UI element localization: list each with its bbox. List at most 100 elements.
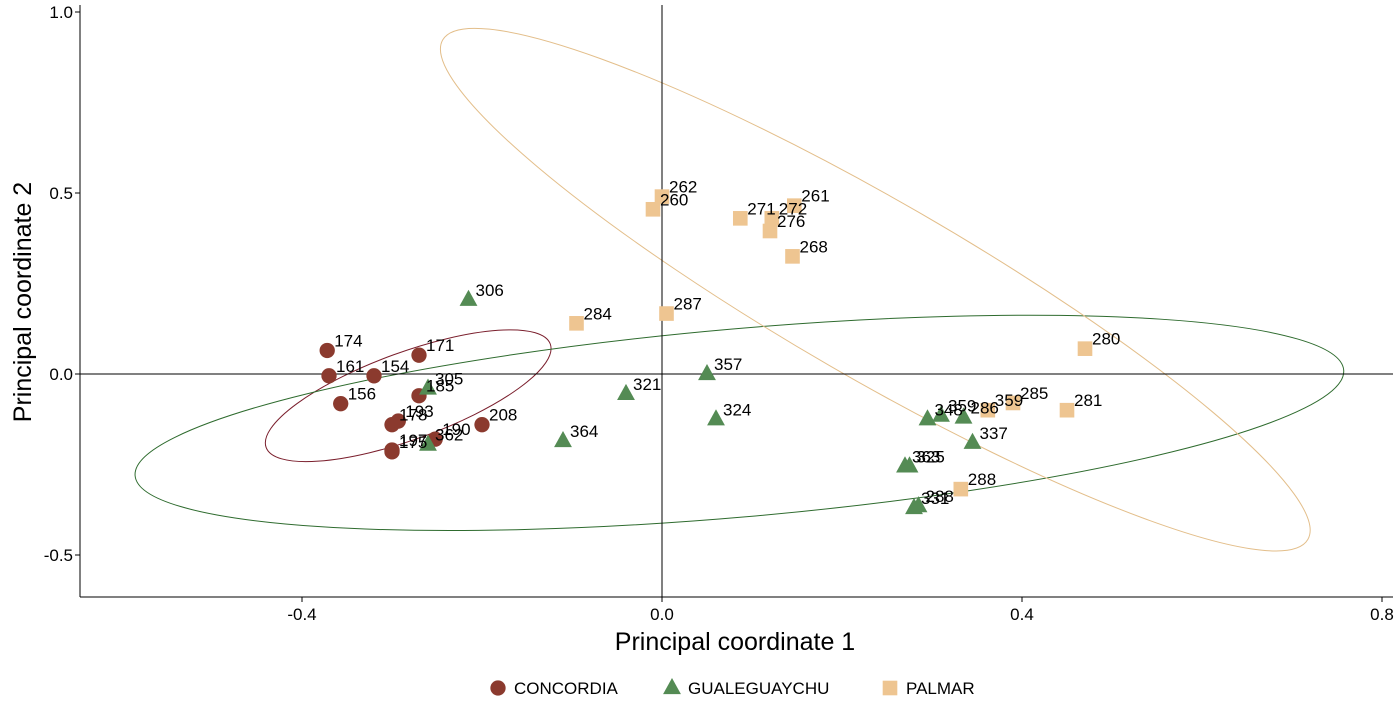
ellipse-gualeguaychu <box>134 314 1345 532</box>
point-palmar <box>980 402 996 418</box>
point-concordia <box>333 396 349 412</box>
point-label: 286 <box>971 398 999 417</box>
point-label: 154 <box>381 357 409 376</box>
point-label: 364 <box>570 422 598 441</box>
point-label: 260 <box>660 190 688 209</box>
point-label: 178 <box>399 406 427 425</box>
point-label: 305 <box>435 369 463 388</box>
point-label: 190 <box>442 420 470 439</box>
x-tick-label: 0.0 <box>650 605 674 624</box>
point-gualeguaychu <box>918 409 937 426</box>
point-palmar <box>645 201 661 217</box>
point-label: 197 <box>399 431 427 450</box>
point-palmar <box>732 211 748 226</box>
point-label: 348 <box>935 400 963 419</box>
point-label: 321 <box>633 375 661 394</box>
legend-label-concordia: CONCORDIA <box>514 679 619 698</box>
legend-label-palmar: PALMAR <box>906 679 975 698</box>
point-gualeguaychu <box>932 405 950 422</box>
axes: -0.4 0.0 0.4 0.8 -0.5 0.0 0.5 1.0 <box>44 3 1394 624</box>
point-palmar <box>764 211 780 226</box>
point-gualeguaychu <box>963 432 982 449</box>
point-label: 174 <box>334 331 362 350</box>
point-palmar <box>654 189 670 204</box>
point-palmar <box>1077 341 1093 356</box>
point-palmar <box>659 306 674 321</box>
point-label: 287 <box>674 295 702 314</box>
point-concordia <box>390 413 406 429</box>
point-label: 281 <box>1074 391 1102 410</box>
x-tick-label: 0.8 <box>1370 605 1394 624</box>
y-tick-label: 0.5 <box>49 184 73 203</box>
y-tick-label: 1.0 <box>49 3 73 22</box>
point-label: 285 <box>1020 384 1048 403</box>
point-label: 271 <box>747 199 775 218</box>
point-gualeguaychu <box>698 363 716 381</box>
point-palmar <box>1005 395 1021 411</box>
point-label: 359 <box>948 397 976 416</box>
legend-key-concordia <box>490 680 506 696</box>
point-label: 272 <box>779 199 807 218</box>
point-label: 262 <box>669 178 697 197</box>
legend-key-gualeguaychu <box>663 677 681 695</box>
point-label: 268 <box>800 237 828 256</box>
legend: CONCORDIA GUALEGUAYCHU PALMAR <box>490 677 975 698</box>
point-label: 306 <box>476 281 504 300</box>
point-label: 363 <box>912 447 940 466</box>
point-palmar <box>786 198 802 213</box>
point-palmar <box>569 316 584 331</box>
point-palmar <box>953 481 969 497</box>
point-label: 276 <box>777 212 805 231</box>
y-tick-label: 0.0 <box>49 365 73 384</box>
point-label: 193 <box>405 402 433 421</box>
y-axis-title: Principal coordinate 2 <box>9 182 37 422</box>
point-palmar <box>762 223 778 239</box>
point-gualeguaychu <box>896 456 914 473</box>
point-gualeguaychu <box>954 407 973 424</box>
point-gualeguaychu <box>707 409 725 426</box>
point-gualeguaychu <box>459 289 478 306</box>
point-label: 175 <box>399 433 427 452</box>
ellipse-palmar <box>439 27 1311 552</box>
legend-key-palmar <box>882 680 898 696</box>
point-gualeguaychu <box>554 430 572 448</box>
point-label: 288 <box>926 487 954 506</box>
point-palmar <box>1059 402 1075 418</box>
x-tick-label: 0.4 <box>1010 605 1034 624</box>
point-gualeguaychu <box>419 378 437 395</box>
data-points <box>319 189 1093 515</box>
point-label: 288 <box>968 470 996 489</box>
point-label: 325 <box>917 447 945 466</box>
point-label: 284 <box>584 304 612 323</box>
legend-label-gualeguaychu: GUALEGUAYCHU <box>688 679 829 698</box>
point-label: 261 <box>801 187 829 206</box>
point-gualeguaychu <box>905 497 923 515</box>
confidence-ellipses <box>134 27 1345 552</box>
point-label: 357 <box>714 355 742 374</box>
point-label: 171 <box>426 336 454 355</box>
point-label: 324 <box>723 400 751 419</box>
ellipse-concordia <box>264 329 552 463</box>
point-label: 208 <box>489 406 517 425</box>
point-label: 337 <box>980 424 1008 443</box>
point-label: 161 <box>336 357 364 376</box>
point-gualeguaychu <box>419 434 437 451</box>
point-palmar <box>785 249 800 264</box>
point-label: 331 <box>921 489 949 508</box>
point-label: 362 <box>435 426 463 445</box>
point-concordia <box>319 342 335 359</box>
point-concordia <box>321 368 337 384</box>
point-label: 280 <box>1092 330 1120 349</box>
point-label: 185 <box>426 377 454 396</box>
y-tick-label: -0.5 <box>44 546 73 565</box>
point-gualeguaychu <box>617 383 635 401</box>
point-label: 156 <box>348 385 376 404</box>
x-axis-title: Principal coordinate 1 <box>615 628 855 656</box>
point-concordia <box>384 444 400 460</box>
point-concordia <box>366 368 382 384</box>
point-concordia <box>411 347 427 363</box>
point-label: 359 <box>995 391 1023 410</box>
point-concordia <box>474 417 490 433</box>
